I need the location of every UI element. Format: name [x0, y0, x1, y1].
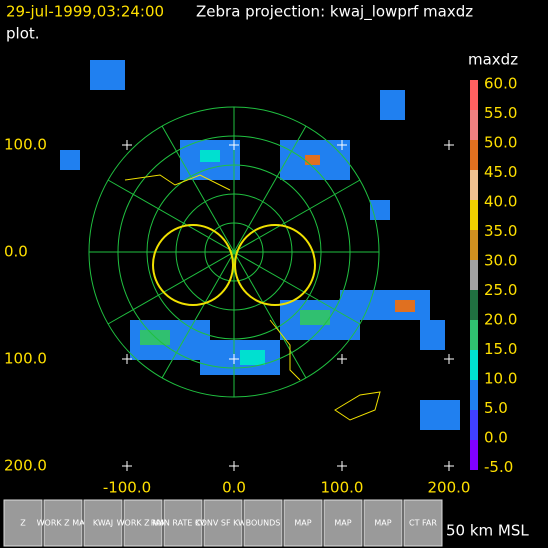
x-axis-label: -100.0: [103, 479, 151, 497]
button-face: [163, 499, 203, 547]
altitude: 50 km MSL: [446, 522, 529, 540]
button-face: [43, 499, 83, 547]
toolbar-button[interactable]: MAP: [363, 499, 403, 547]
colorbar-label: 45.0: [484, 163, 517, 181]
button-label: Z: [20, 519, 26, 528]
colorbar-label: 5.0: [484, 399, 508, 417]
button-label: BOUNDS: [246, 519, 281, 528]
toolbar-button[interactable]: BOUNDS: [243, 499, 283, 547]
button-face: [203, 499, 243, 547]
overlay-circles: [152, 224, 316, 306]
y-axis-label: 100.0: [4, 350, 47, 368]
x-axis-label: 200.0: [428, 479, 471, 497]
y-axis-label: 0.0: [4, 243, 28, 261]
colorbar: [470, 80, 478, 470]
colorbar-label: 50.0: [484, 134, 517, 152]
colorbar-title: maxdz: [468, 51, 518, 69]
colorbar-label: 55.0: [484, 104, 517, 122]
colorbar-label: 30.0: [484, 252, 517, 270]
button-face: [243, 499, 283, 547]
colorbar-label: 15.0: [484, 340, 517, 358]
button-face: [403, 499, 443, 547]
toolbar-button[interactable]: Z: [3, 499, 43, 547]
coastline: [124, 174, 381, 421]
colorbar-label: -5.0: [484, 458, 513, 476]
toolbar-button[interactable]: MAP: [283, 499, 323, 547]
colorbar-label: 0.0: [484, 429, 508, 447]
button-face: [83, 499, 123, 547]
timestamp: 29-jul-1999,03:24:00: [6, 3, 164, 21]
button-face: [123, 499, 163, 547]
title-cont: plot.: [6, 25, 40, 43]
button-label: WORK Z MAP: [37, 519, 90, 528]
toolbar-button[interactable]: MAP: [323, 499, 363, 547]
button-label: MAP: [374, 519, 391, 528]
button-face: [3, 499, 43, 547]
button-label: RAIN RATE KWAJ: [151, 519, 215, 528]
button-label: KWAJ: [93, 519, 113, 528]
colorbar-label: 40.0: [484, 193, 517, 211]
colorbar-label: 10.0: [484, 370, 517, 388]
toolbar-button[interactable]: CONV SF KWA: [195, 499, 252, 547]
toolbar-button[interactable]: CT FAR: [403, 499, 443, 547]
radar-echoes: [60, 60, 460, 430]
button-label: MAP: [294, 519, 311, 528]
range-rings: [88, 106, 380, 398]
toolbar-button[interactable]: WORK Z MAP: [37, 499, 90, 547]
toolbar-button[interactable]: WORK Z MAP: [117, 499, 170, 547]
toolbar-button[interactable]: RAIN RATE KWAJ: [151, 499, 215, 547]
colorbar-label: 20.0: [484, 311, 517, 329]
button-face: [283, 499, 323, 547]
button-label: CT FAR: [409, 519, 437, 528]
button-face: [323, 499, 363, 547]
x-axis-label: 100.0: [321, 479, 364, 497]
title: Zebra projection: kwaj_lowprf maxdz: [196, 3, 473, 22]
toolbar-button[interactable]: KWAJ: [83, 499, 123, 547]
colorbar-label: 25.0: [484, 281, 517, 299]
crosshairs: [122, 140, 454, 471]
button-label: WORK Z MAP: [117, 519, 170, 528]
button-label: CONV SF KWA: [195, 519, 252, 528]
y-axis-label: 100.0: [4, 136, 47, 154]
button-label: MAP: [334, 519, 351, 528]
x-axis-label: 0.0: [222, 479, 246, 497]
y-axis-label: 200.0: [4, 457, 47, 475]
colorbar-label: 60.0: [484, 75, 517, 93]
button-face: [363, 499, 403, 547]
colorbar-label: 35.0: [484, 222, 517, 240]
